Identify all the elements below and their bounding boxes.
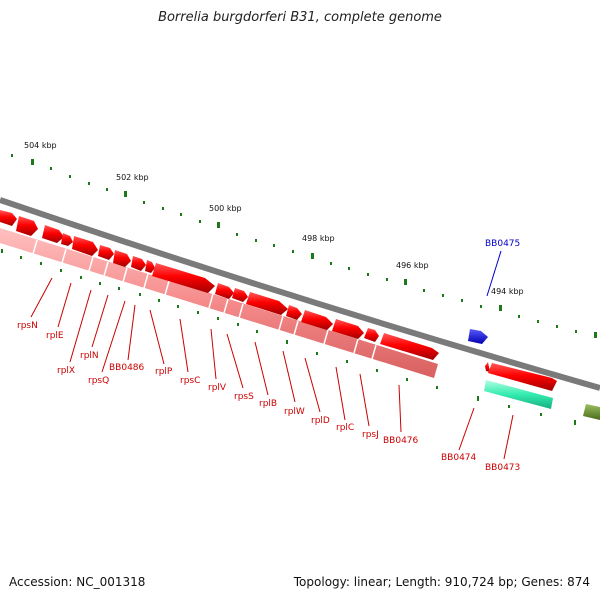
gene-arrow [152, 263, 215, 293]
gene-label: rpsN [17, 321, 38, 331]
gene-arrow [286, 305, 302, 320]
gene-labels: rpsN rplE rplX rplN rpsQ BB0486 rplP rps… [17, 239, 520, 473]
gene-label: BB0476 [383, 436, 419, 446]
gene-arrow [72, 236, 98, 256]
gene-arrow [98, 245, 114, 260]
gene-label: BB0486 [109, 363, 145, 373]
gene-arrow-bb0475 [468, 329, 488, 344]
genome-summary-text: Topology: linear; Length: 910,724 bp; Ge… [293, 575, 590, 589]
gene-block-edge [583, 404, 600, 420]
gene-arrow [364, 328, 379, 342]
gene-arrow [61, 233, 73, 246]
gene-label: rplE [46, 331, 64, 341]
gene-label: rpsQ [88, 376, 109, 386]
gene-arrow [131, 256, 146, 271]
operon-band [0, 228, 438, 378]
scale-label: 498 kbp [302, 234, 335, 243]
gene-label: BB0473 [485, 463, 520, 473]
gene-arrow [42, 225, 64, 243]
scale-label: 500 kbp [209, 204, 242, 213]
gene-arrow [145, 260, 155, 273]
gene-label: rplD [311, 416, 330, 426]
genome-backbone [0, 197, 600, 391]
scale-ruler-lower [1, 249, 576, 425]
gene-label: rplP [155, 367, 173, 377]
label-leaders [30, 250, 514, 460]
scale-label: 504 kbp [24, 141, 57, 150]
gene-label: rpsJ [362, 430, 379, 440]
scale-labels: 504 kbp 502 kbp 500 kbp 498 kbp 496 kbp … [24, 141, 524, 296]
gene-label: rpsC [180, 376, 200, 386]
scale-label: 496 kbp [396, 261, 429, 270]
gene-arrows [0, 210, 557, 391]
gene-arrow [246, 292, 288, 315]
gene-label: BB0475 [485, 239, 520, 249]
gene-label: rplX [57, 366, 75, 376]
gene-arrow [0, 210, 17, 226]
scale-ruler-upper [11, 154, 597, 338]
scale-label: 502 kbp [116, 173, 149, 182]
gene-label: rplC [336, 423, 354, 433]
gene-arrow [301, 310, 333, 330]
accession-text: Accession: NC_001318 [9, 575, 146, 589]
map-title: Borrelia burgdorferi B31, complete genom… [158, 10, 442, 25]
gene-arrow [113, 250, 131, 267]
gene-label: rplW [284, 407, 305, 417]
gene-label: rplV [208, 383, 227, 393]
scale-label: 494 kbp [491, 287, 524, 296]
gene-label: BB0474 [441, 453, 477, 463]
gene-arrow [488, 363, 557, 391]
gene-label: rplN [80, 351, 99, 361]
gene-label: rplB [259, 399, 277, 409]
gene-arrow [380, 333, 439, 360]
gene-arrow [16, 216, 38, 236]
gene-label: rpsS [234, 392, 254, 402]
gene-arrow [485, 362, 490, 372]
gene-arrow [232, 288, 248, 302]
gene-arrow [215, 283, 234, 299]
gene-arrow [332, 319, 364, 339]
gene-block-bb0473 [484, 380, 553, 409]
